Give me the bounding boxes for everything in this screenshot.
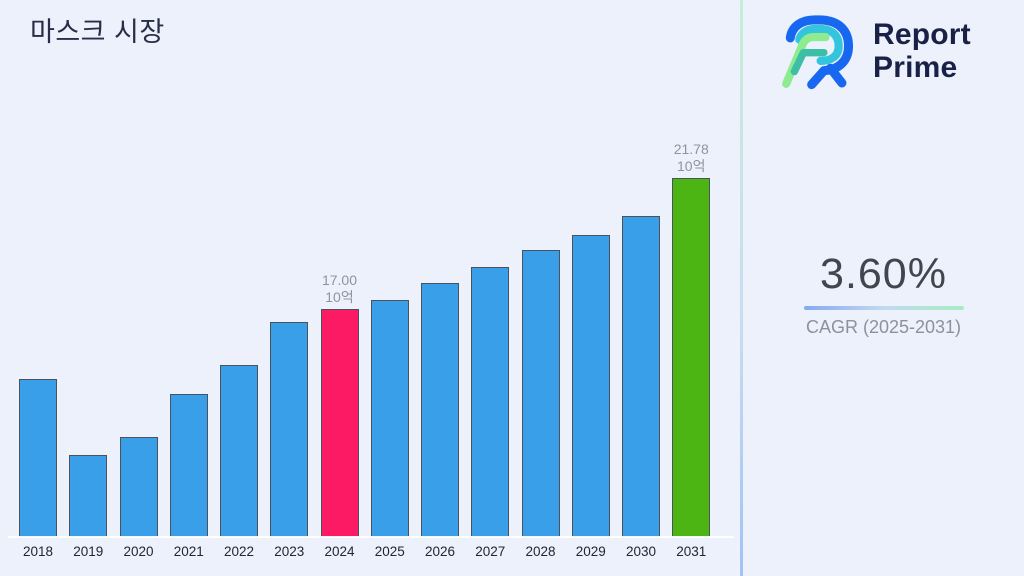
bar-2025 [370,300,409,537]
bar-2026 [421,283,459,537]
report-prime-logo-icon [782,15,854,90]
bar-2027 [471,267,510,537]
info-panel: Report Prime 3.60% CAGR (2025-2031) [743,0,1024,576]
x-tick-2027: 2027 [475,544,506,559]
x-tick-2021: 2021 [173,544,204,559]
bar-2028 [521,250,560,537]
x-tick-2023: 2023 [274,544,305,559]
x-tick-2031: 2031 [676,544,707,559]
x-tick-2022: 2022 [223,544,255,559]
bar-2019 [69,455,108,537]
x-tick-2026: 2026 [424,544,456,559]
cagr-value: 3.60% [820,250,947,298]
x-tick-2029: 2029 [575,544,606,559]
chart-title: 마스크 시장 [30,17,165,47]
bar-2030 [622,216,660,537]
x-tick-2025: 2025 [374,544,405,559]
bar-2020 [119,437,158,537]
x-axis-line [8,536,734,538]
bar-2018 [19,379,57,537]
x-tick-2024: 2024 [324,544,355,559]
x-tick-2030: 2030 [625,544,657,559]
bar-2023 [270,322,309,537]
chart-panel: 마스크 시장 2018 2019 2020 2021 2022 2023 2024 17.00… [8,17,734,559]
bar-2024 [320,309,359,537]
value-label-2031: 21.78 10억 [673,141,709,174]
x-tick-2018: 2018 [22,544,54,559]
brand-name: Report Prime [873,18,971,84]
x-tick-2019: 2019 [73,544,104,559]
brand-name-line2: Prime [873,51,958,84]
bar-2022 [220,365,258,537]
value-label-2024: 17.00 10억 [321,272,358,305]
brand-name-line1: Report [873,18,971,51]
bar-chart: 2018 2019 2020 2021 2022 2023 2024 17.00 10억 2025… [19,141,711,559]
cagr-label: CAGR (2025-2031) [805,317,962,337]
cagr-underline [803,306,964,310]
x-tick-2028: 2028 [525,544,556,559]
bar-2029 [571,235,610,537]
bar-2021 [169,394,208,537]
panel-divider [740,0,743,576]
x-tick-2020: 2020 [123,544,154,559]
bar-2031 [672,178,711,537]
cagr-block: 3.60% CAGR (2025-2031) [743,250,1024,338]
brand-logo: Report Prime [777,10,971,92]
